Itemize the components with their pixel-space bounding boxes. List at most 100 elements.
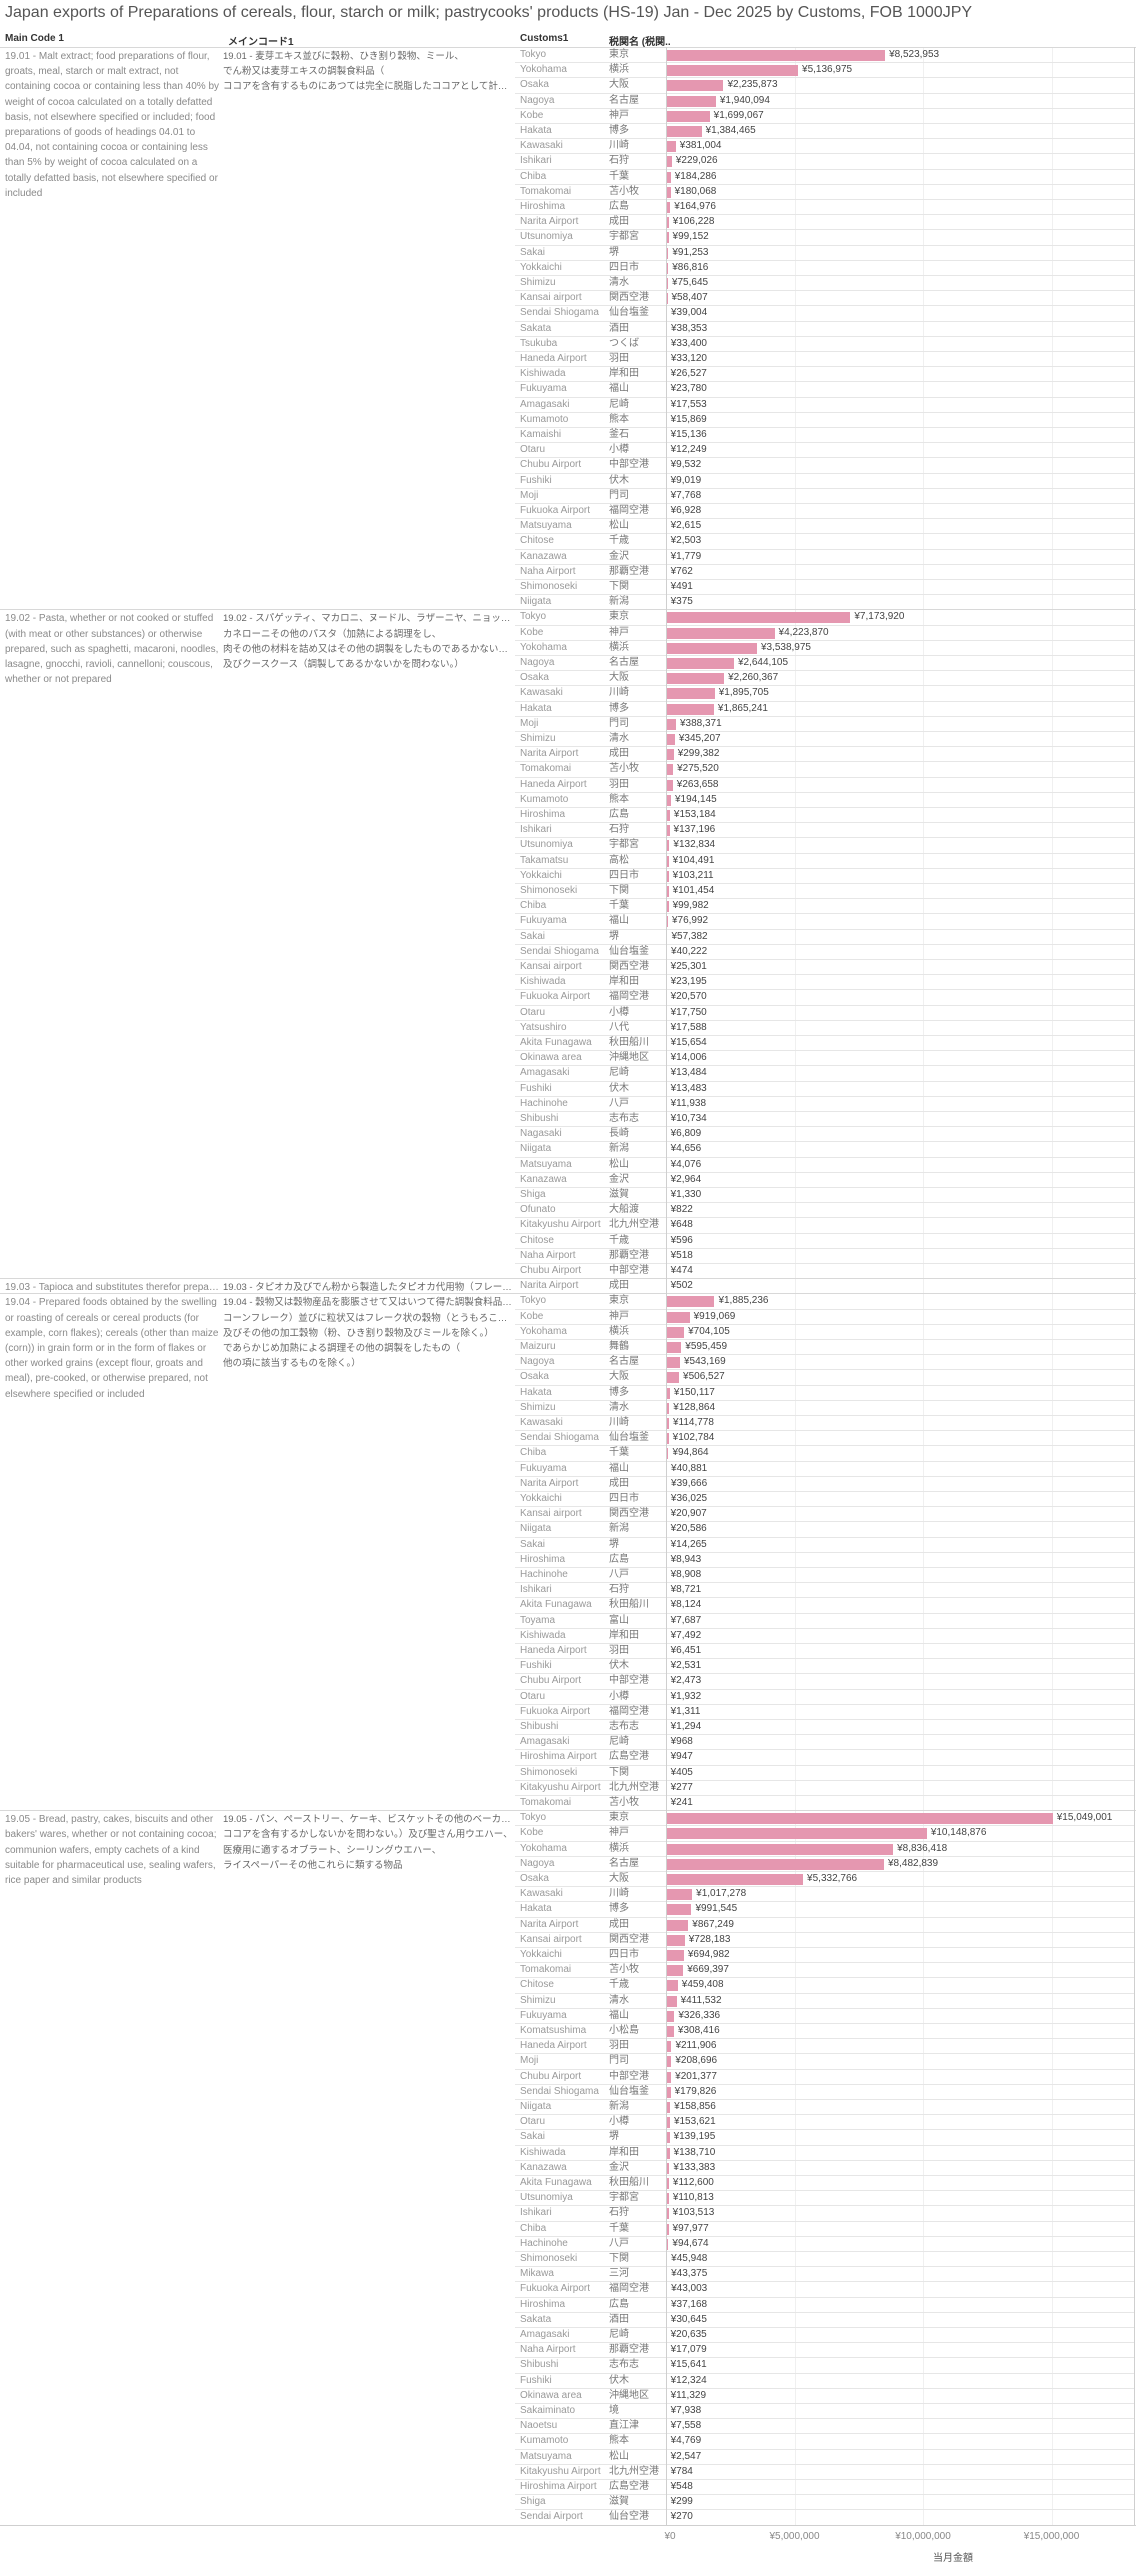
table-row[interactable]: Kawasaki 川崎 ¥1,895,705 bbox=[515, 686, 1135, 702]
table-row[interactable]: Takamatsu 高松 ¥104,491 bbox=[515, 854, 1135, 869]
table-row[interactable]: Naha Airport 那覇空港 ¥17,079 bbox=[515, 2343, 1135, 2359]
table-row[interactable]: Amagasaki 尼崎 ¥17,553 bbox=[515, 398, 1135, 413]
bar[interactable] bbox=[666, 1919, 689, 1931]
table-row[interactable]: Shibushi 志布志 ¥15,641 bbox=[515, 2358, 1135, 2374]
table-row[interactable]: Shimizu 清水 ¥75,645 bbox=[515, 276, 1135, 292]
table-row[interactable]: Hiroshima Airport 広島空港 ¥947 bbox=[515, 1750, 1135, 1766]
table-row[interactable]: Nagoya 名古屋 ¥8,482,839 bbox=[515, 1857, 1135, 1872]
table-row[interactable]: Yokkaichi 四日市 ¥36,025 bbox=[515, 1492, 1135, 1508]
bar[interactable] bbox=[666, 50, 886, 61]
table-row[interactable]: Yokohama 横浜 ¥704,105 bbox=[515, 1325, 1135, 1340]
table-row[interactable]: Narita Airport 成田 ¥39,666 bbox=[515, 1477, 1135, 1492]
table-row[interactable]: Chubu Airport 中部空港 ¥9,532 bbox=[515, 458, 1135, 474]
bar[interactable] bbox=[666, 642, 757, 654]
table-row[interactable]: Haneda Airport 羽田 ¥33,120 bbox=[515, 352, 1135, 368]
bar[interactable] bbox=[666, 2162, 670, 2174]
table-row[interactable]: Sakaiminato 境 ¥7,938 bbox=[515, 2404, 1135, 2420]
table-row[interactable]: Yokkaichi 四日市 ¥694,982 bbox=[515, 1948, 1135, 1964]
bar[interactable] bbox=[666, 733, 675, 745]
table-row[interactable]: Shimonoseki 下関 ¥45,948 bbox=[515, 2252, 1135, 2268]
table-row[interactable]: Narita Airport 成田 ¥867,249 bbox=[515, 1918, 1135, 1933]
table-row[interactable]: Kanazawa 金沢 ¥1,779 bbox=[515, 550, 1135, 565]
table-row[interactable]: Tomakomai 苫小牧 ¥275,520 bbox=[515, 762, 1135, 778]
bar[interactable] bbox=[666, 202, 671, 213]
table-row[interactable]: Akita Funagawa 秋田船川 ¥15,654 bbox=[515, 1036, 1135, 1052]
table-row[interactable]: Tomakomai 苫小牧 ¥241 bbox=[515, 1796, 1135, 1812]
bar[interactable] bbox=[666, 1889, 693, 1901]
table-row[interactable]: Shibushi 志布志 ¥1,294 bbox=[515, 1720, 1135, 1736]
table-row[interactable]: Hachinohe 八戸 ¥94,674 bbox=[515, 2237, 1135, 2252]
bar[interactable] bbox=[666, 1843, 894, 1855]
table-row[interactable]: Moji 門司 ¥208,696 bbox=[515, 2054, 1135, 2070]
table-row[interactable]: Akita Funagawa 秋田船川 ¥112,600 bbox=[515, 2176, 1135, 2192]
header-customs-jp[interactable]: 税関名 (税関.. bbox=[609, 37, 671, 48]
table-row[interactable]: Niigata 新潟 ¥158,856 bbox=[515, 2100, 1135, 2116]
table-row[interactable]: Otaru 小樽 ¥153,621 bbox=[515, 2115, 1135, 2131]
bar[interactable] bbox=[666, 1980, 678, 1992]
table-row[interactable]: Yokkaichi 四日市 ¥86,816 bbox=[515, 261, 1135, 276]
table-row[interactable]: Tomakomai 苫小牧 ¥180,068 bbox=[515, 185, 1135, 200]
table-row[interactable]: Sakata 酒田 ¥38,353 bbox=[515, 322, 1135, 337]
table-row[interactable]: Yokohama 横浜 ¥3,538,975 bbox=[515, 641, 1135, 656]
table-row[interactable]: Matsuyama 松山 ¥2,547 bbox=[515, 2450, 1135, 2465]
bar[interactable] bbox=[666, 262, 669, 274]
table-row[interactable]: Hachinohe 八戸 ¥11,938 bbox=[515, 1097, 1135, 1112]
table-row[interactable]: Kansai airport 関西空港 ¥58,407 bbox=[515, 291, 1135, 307]
table-row[interactable]: Hiroshima 広島 ¥164,976 bbox=[515, 200, 1135, 216]
table-row[interactable]: Tomakomai 苫小牧 ¥669,397 bbox=[515, 1963, 1135, 1979]
bar[interactable] bbox=[666, 1949, 684, 1961]
table-row[interactable]: Ishikari 石狩 ¥229,026 bbox=[515, 154, 1135, 170]
table-row[interactable]: Naha Airport 那覇空港 ¥518 bbox=[515, 1249, 1135, 1264]
bar[interactable] bbox=[666, 217, 669, 229]
bar[interactable] bbox=[666, 186, 671, 198]
table-row[interactable]: Kansai airport 関西空港 ¥25,301 bbox=[515, 960, 1135, 976]
table-row[interactable]: Kamaishi 釜石 ¥15,136 bbox=[515, 428, 1135, 444]
table-row[interactable]: Naha Airport 那覇空港 ¥762 bbox=[515, 565, 1135, 580]
table-row[interactable]: Sendai Airport 仙台空港 ¥270 bbox=[515, 2510, 1135, 2526]
table-row[interactable]: Moji 門司 ¥7,768 bbox=[515, 489, 1135, 504]
table-row[interactable]: Amagasaki 尼崎 ¥968 bbox=[515, 1735, 1135, 1751]
table-row[interactable]: Maizuru 舞鶴 ¥595,459 bbox=[515, 1340, 1135, 1356]
table-row[interactable]: Kansai airport 関西空港 ¥20,907 bbox=[515, 1507, 1135, 1523]
bar[interactable] bbox=[666, 1372, 680, 1384]
table-row[interactable]: Narita Airport 成田 ¥502 bbox=[515, 1279, 1135, 1295]
table-row[interactable]: Fukuyama 福山 ¥40,881 bbox=[515, 1462, 1135, 1477]
table-row[interactable]: Chubu Airport 中部空港 ¥2,473 bbox=[515, 1674, 1135, 1690]
table-row[interactable]: Kumamoto 熊本 ¥194,145 bbox=[515, 793, 1135, 808]
table-row[interactable]: Kitakyushu Airport 北九州空港 ¥277 bbox=[515, 1781, 1135, 1796]
table-row[interactable]: Nagoya 名古屋 ¥543,169 bbox=[515, 1355, 1135, 1371]
table-row[interactable]: Tokyo 東京 ¥1,885,236 bbox=[515, 1294, 1135, 1310]
table-row[interactable]: Shimizu 清水 ¥345,207 bbox=[515, 732, 1135, 748]
table-row[interactable]: Tsukuba つくば ¥33,400 bbox=[515, 337, 1135, 352]
table-row[interactable]: Yokohama 横浜 ¥8,836,418 bbox=[515, 1842, 1135, 1857]
table-row[interactable]: Chiba 千葉 ¥97,977 bbox=[515, 2222, 1135, 2237]
table-row[interactable]: Fushiki 伏木 ¥12,324 bbox=[515, 2374, 1135, 2389]
table-row[interactable]: Kishiwada 岸和田 ¥23,195 bbox=[515, 975, 1135, 991]
table-row[interactable]: Kawasaki 川崎 ¥381,004 bbox=[515, 139, 1135, 155]
table-row[interactable]: Kumamoto 熊本 ¥4,769 bbox=[515, 2434, 1135, 2450]
bar[interactable] bbox=[666, 80, 724, 92]
table-row[interactable]: Toyama 富山 ¥7,687 bbox=[515, 1614, 1135, 1629]
bar[interactable] bbox=[666, 1387, 670, 1399]
table-row[interactable]: Utsunomiya 宇都宮 ¥99,152 bbox=[515, 230, 1135, 246]
table-row[interactable]: Kanazawa 金沢 ¥133,383 bbox=[515, 2161, 1135, 2176]
table-row[interactable]: Ishikari 石狩 ¥103,513 bbox=[515, 2206, 1135, 2222]
bar[interactable] bbox=[666, 2101, 671, 2113]
table-row[interactable]: Otaru 小樽 ¥17,750 bbox=[515, 1006, 1135, 1021]
bar[interactable] bbox=[666, 688, 715, 700]
bar[interactable] bbox=[666, 1417, 669, 1429]
bar[interactable] bbox=[666, 825, 670, 837]
table-row[interactable]: Shimizu 清水 ¥411,532 bbox=[515, 1994, 1135, 2009]
bar[interactable] bbox=[666, 794, 671, 806]
bar[interactable] bbox=[666, 126, 702, 137]
table-row[interactable]: Hiroshima 広島 ¥153,184 bbox=[515, 808, 1135, 824]
table-row[interactable]: Kitakyushu Airport 北九州空港 ¥784 bbox=[515, 2465, 1135, 2480]
table-row[interactable]: Chitose 千歳 ¥596 bbox=[515, 1234, 1135, 1249]
table-row[interactable]: Hakata 博多 ¥1,384,465 bbox=[515, 124, 1135, 140]
table-row[interactable]: Sakai 堺 ¥139,195 bbox=[515, 2130, 1135, 2146]
table-row[interactable]: Okinawa area 沖縄地区 ¥14,006 bbox=[515, 1051, 1135, 1067]
table-row[interactable]: Niigata 新潟 ¥375 bbox=[515, 595, 1135, 611]
table-row[interactable]: Hakata 博多 ¥1,865,241 bbox=[515, 702, 1135, 717]
table-row[interactable]: Moji 門司 ¥388,371 bbox=[515, 717, 1135, 732]
table-row[interactable]: Kobe 神戸 ¥10,148,876 bbox=[515, 1826, 1135, 1842]
